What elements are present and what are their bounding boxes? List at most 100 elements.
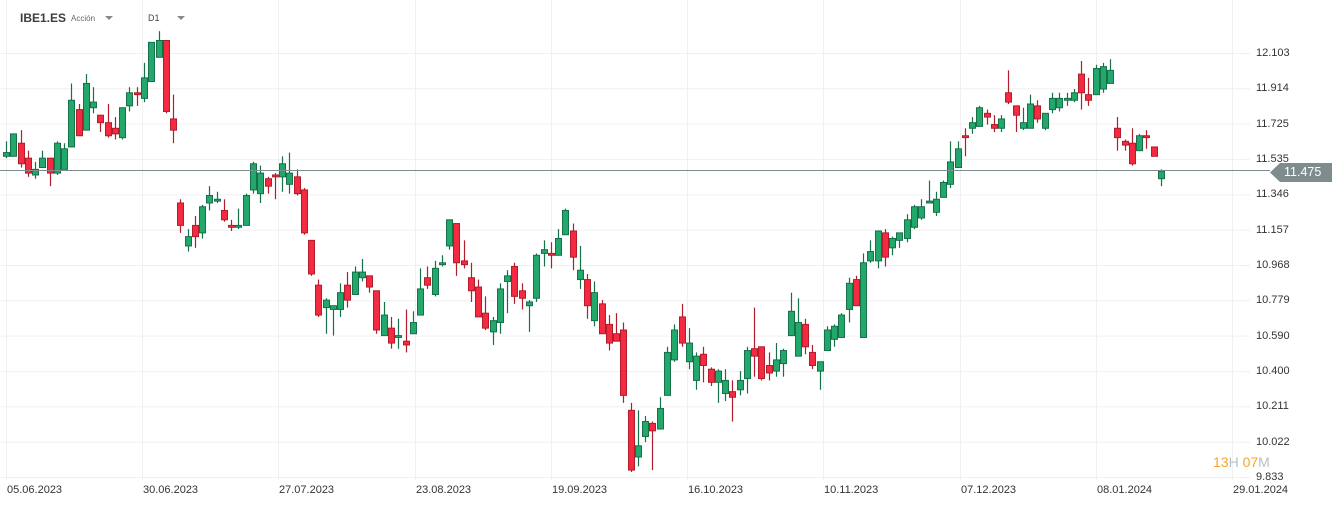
candle-up <box>1093 64 1100 96</box>
candle-down <box>802 318 809 355</box>
candle-down <box>519 283 526 310</box>
candle-body <box>308 239 315 275</box>
candle-up <box>214 191 221 203</box>
candle-body <box>773 359 780 372</box>
candle-body <box>867 251 874 262</box>
price-tick-label: 12.103 <box>1256 47 1290 59</box>
candle-up <box>737 371 744 396</box>
candle-body <box>417 288 424 316</box>
candle-down <box>729 380 736 422</box>
candle-body <box>613 333 620 342</box>
candle-body <box>693 355 700 381</box>
candle-up <box>410 311 417 335</box>
candle-up <box>417 268 424 316</box>
candle-body <box>286 172 293 185</box>
candle-up <box>141 62 148 103</box>
date-tick-label: 10.11.2023 <box>824 484 879 496</box>
candle-up <box>926 180 933 204</box>
chevron-down-icon <box>176 16 185 20</box>
candle-down <box>461 240 468 269</box>
candle-body <box>1158 170 1165 180</box>
candle-up <box>119 107 126 140</box>
candle-down <box>163 39 170 114</box>
candle-body <box>366 275 373 288</box>
candle-up <box>933 191 940 217</box>
candle-down <box>809 344 816 370</box>
candle-body <box>860 262 867 338</box>
candle-body <box>388 327 395 344</box>
candle-body <box>61 148 68 170</box>
timeframe-value: D1 <box>148 13 160 23</box>
candle-up <box>323 298 330 334</box>
candle-down <box>112 117 119 140</box>
candle-body <box>461 260 468 266</box>
candle-up <box>185 229 192 252</box>
candle-up <box>148 41 155 83</box>
candle-up <box>693 352 700 390</box>
candle-up <box>591 281 598 327</box>
candle-up <box>533 253 540 302</box>
candle-down <box>344 272 351 308</box>
candle-up <box>199 204 206 239</box>
candle-body <box>148 41 155 83</box>
candle-down <box>679 303 686 347</box>
candle-body <box>751 348 758 357</box>
price-tick-label: 10.590 <box>1256 329 1290 342</box>
candle-up <box>68 83 75 148</box>
candle-body <box>1078 73 1085 94</box>
candle-up <box>497 283 504 334</box>
date-tick-label: 19.09.2023 <box>552 484 608 496</box>
candle-body <box>105 122 112 137</box>
candle-body <box>700 353 707 366</box>
candle-body <box>904 219 911 239</box>
candle-down <box>1078 61 1085 110</box>
date-tick-label: 05.06.2023 <box>7 484 63 496</box>
candle-up <box>867 240 874 263</box>
candle-body <box>846 282 853 310</box>
date-tick-label: 16.10.2023 <box>688 484 744 496</box>
candle-down <box>424 266 431 289</box>
candle-down <box>468 262 475 302</box>
candle-body <box>729 391 736 398</box>
candle-down <box>47 157 54 187</box>
candle-down <box>649 421 656 471</box>
candle-body <box>686 342 693 363</box>
candle-down <box>882 229 889 267</box>
candle-body <box>424 277 431 286</box>
candle-body <box>47 157 54 174</box>
candle-body <box>344 284 351 301</box>
candle-body <box>591 292 598 322</box>
candle-up <box>490 316 497 345</box>
price-tick-label: 10.968 <box>1256 259 1290 271</box>
candle-up <box>635 410 642 467</box>
chevron-down-icon <box>105 16 114 20</box>
candle-body <box>68 99 75 148</box>
candle-up <box>1100 62 1107 93</box>
candle-body <box>1085 94 1092 101</box>
candle-down <box>962 128 969 157</box>
candle-body <box>410 322 417 335</box>
candle-body <box>272 174 279 178</box>
candle-down <box>272 173 279 200</box>
candle-body <box>780 350 787 365</box>
symbol-selector[interactable]: IBE1.ES Acción <box>20 10 114 26</box>
candle-body <box>214 198 221 202</box>
candle-up <box>330 305 337 336</box>
candle-body <box>511 265 518 297</box>
timeframe-selector[interactable]: D1 <box>148 10 185 26</box>
candle-up <box>439 255 446 267</box>
candle-up <box>206 186 213 211</box>
candle-up <box>969 117 976 134</box>
price-tick-label: 11.157 <box>1256 223 1289 236</box>
candle-up <box>504 270 511 314</box>
candle-down <box>570 223 577 271</box>
symbol-name: IBE1.ES <box>20 11 67 25</box>
candle-body <box>606 323 613 344</box>
candle-body <box>497 288 504 324</box>
candle-down <box>1005 70 1012 104</box>
candle-body <box>947 161 954 185</box>
candle-up <box>54 141 61 175</box>
candle-down <box>584 273 591 319</box>
candle-body <box>584 279 591 307</box>
